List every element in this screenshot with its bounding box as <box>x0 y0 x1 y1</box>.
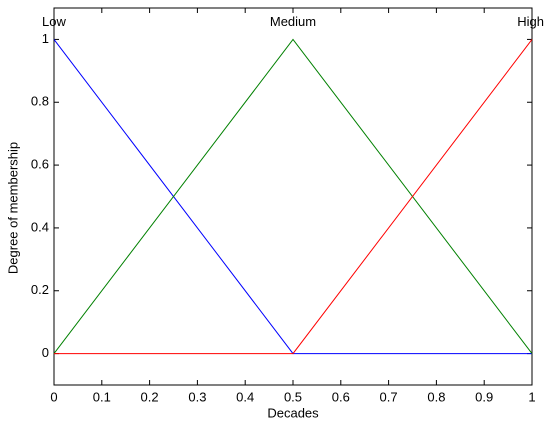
x-tick-label: 0.2 <box>141 389 159 404</box>
x-tick-label: 1 <box>528 389 535 404</box>
y-tick-label: 1 <box>42 31 49 46</box>
series-label: Low <box>42 14 66 29</box>
y-tick-label: 0.4 <box>31 219 49 234</box>
x-tick-label: 0.3 <box>188 389 206 404</box>
y-tick-label: 0 <box>42 345 49 360</box>
x-tick-label: 0.9 <box>475 389 493 404</box>
series-line <box>53 38 533 354</box>
y-tick-label: 0.8 <box>31 94 49 109</box>
x-tick-label: 0.1 <box>93 389 111 404</box>
x-tick-label: 0.5 <box>284 389 302 404</box>
y-tick-label: 0.2 <box>31 282 49 297</box>
series-label: Medium <box>270 14 316 29</box>
x-tick-label: 0 <box>50 389 57 404</box>
x-tick-label: 0.6 <box>332 389 350 404</box>
y-axis-label: Degree of membership <box>5 142 20 274</box>
series-label: High <box>517 14 544 29</box>
plot-frame <box>53 7 533 386</box>
x-tick-label: 0.4 <box>236 389 254 404</box>
x-axis-label: Decades <box>267 405 319 420</box>
x-tick-label: 0.8 <box>427 389 445 404</box>
series-line <box>54 39 533 355</box>
x-tick-label: 0.7 <box>380 389 398 404</box>
y-tick-label: 0.6 <box>31 157 49 172</box>
